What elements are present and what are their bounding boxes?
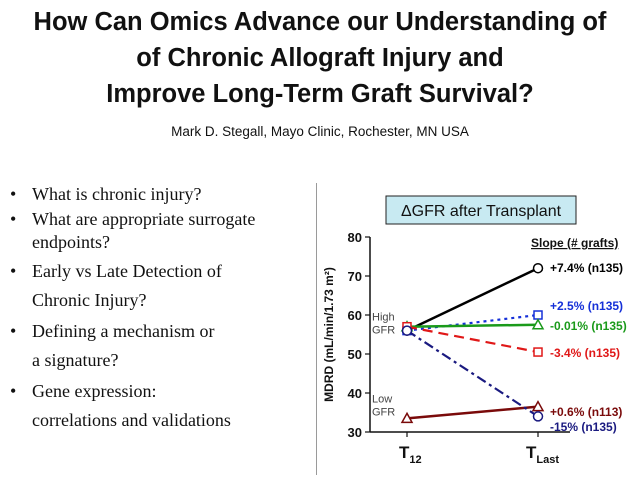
series-line	[406, 313, 539, 332]
bullet-text-continued: endpoints?	[32, 232, 110, 252]
chart-title-box	[385, 195, 577, 225]
column-divider	[316, 183, 317, 475]
y-tick-label: 50	[348, 347, 362, 362]
bullet-dot-icon: •	[10, 209, 17, 229]
series-line	[406, 329, 539, 418]
bullet-text-continued: correlations and validations	[32, 410, 231, 430]
series-marker	[532, 411, 544, 422]
legend-header: Slope (# grafts)	[531, 236, 618, 250]
chart-title: ΔGFR after Transplant	[401, 203, 562, 220]
title-line-2: of Chronic Allograft Injury and	[136, 44, 504, 72]
author-line: Mark D. Stegall, Mayo Clinic, Rochester,…	[171, 124, 469, 139]
y-tick-label: 40	[348, 386, 362, 401]
series-label: +7.4% (n135)	[550, 261, 623, 275]
bullet-item: • Gene expression: correlations and valida…	[10, 380, 310, 432]
bullet-list: • What is chronic injury? • What are appro…	[10, 183, 310, 434]
series-label: +2.5% (n135)	[550, 299, 623, 313]
series-marker	[400, 411, 414, 424]
x-tick-label: T12	[399, 443, 422, 466]
bullet-dot-icon: •	[10, 184, 17, 204]
group-label: Low	[372, 394, 392, 406]
bullet-text-continued: Chronic Injury?	[32, 290, 147, 310]
series-label: -3.4% (n135)	[550, 346, 620, 360]
series-marker	[533, 310, 543, 320]
series-line	[406, 323, 539, 328]
series-label: +0.6% (n113)	[550, 405, 622, 419]
bullet-text: Gene expression:	[32, 381, 157, 401]
gfr-chart: ΔGFR after Transplant 30 40 50 60 70 80 MDRD (m…	[322, 195, 627, 466]
title-line-3: Improve Long-Term Graft Survival?	[106, 80, 534, 108]
series-marker	[401, 325, 413, 336]
bullet-dot-icon: •	[10, 321, 17, 341]
slide-title: How Can Omics Advance our Understanding …	[0, 4, 640, 112]
bullet-item: • Defining a mechanism or a signature?	[10, 320, 310, 372]
y-tick-label: 70	[348, 269, 362, 284]
bullet-text: What are appropriate surrogate	[32, 209, 256, 229]
series-marker	[531, 318, 545, 330]
bullet-text: Early vs Late Detection of	[32, 261, 222, 281]
bullet-text-continued: a signature?	[32, 350, 119, 370]
bullet-text: Defining a mechanism or	[32, 321, 215, 341]
y-tick-label: 60	[348, 308, 362, 323]
y-tick-label: 80	[348, 230, 362, 245]
series-line	[406, 325, 539, 354]
bullet-dot-icon: •	[10, 261, 17, 281]
y-axis-label: MDRD (mL/min/1.73 m²)	[322, 267, 336, 402]
bullet-item: • What is chronic injury?	[10, 183, 310, 206]
title-line-1: How Can Omics Advance our Understanding …	[33, 8, 607, 36]
x-tick-label: TLast	[526, 443, 559, 466]
series-line	[406, 405, 539, 420]
series-marker	[531, 400, 545, 412]
y-tick-label: 30	[348, 425, 362, 440]
series-marker	[533, 347, 543, 357]
series-label: -0.01% (n135)	[550, 319, 627, 333]
series-marker	[532, 262, 544, 274]
bullet-dot-icon: •	[10, 381, 17, 401]
bullet-text: What is chronic injury?	[32, 184, 202, 204]
group-label: GFR	[372, 407, 395, 419]
group-label: High	[372, 312, 395, 324]
group-label: GFR	[372, 325, 395, 337]
series-label: -15% (n135)	[550, 420, 617, 434]
bullet-item: • Early vs Late Detection of Chronic Injur…	[10, 260, 310, 312]
series-line	[406, 267, 539, 332]
bullet-item: • What are appropriate surrogate endpoints…	[10, 208, 310, 254]
